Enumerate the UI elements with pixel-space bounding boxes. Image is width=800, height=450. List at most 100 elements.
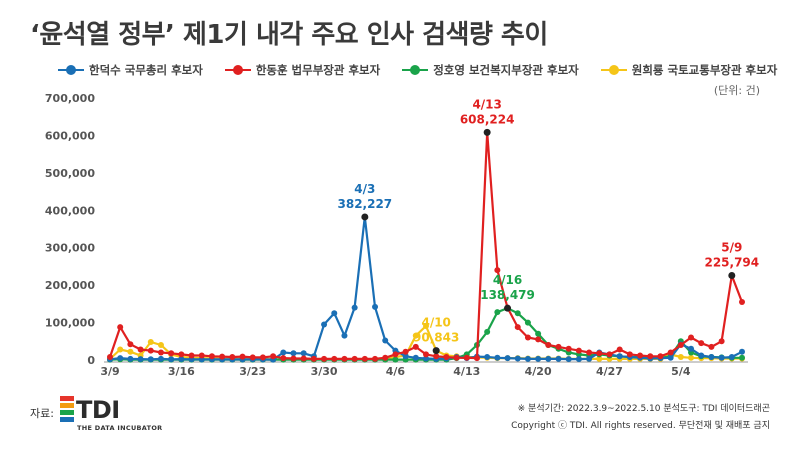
data-point xyxy=(137,346,144,353)
data-point xyxy=(739,348,745,355)
y-tick-label: 400,000 xyxy=(45,204,95,217)
data-point xyxy=(708,343,715,350)
annotation-value-label: 138,479 xyxy=(480,288,535,302)
line-chart: 0 100,000 200,000 300,000 400,000 500,000 600,… xyxy=(45,92,759,378)
data-point xyxy=(117,355,124,362)
annotation-date-label: 5/9 xyxy=(721,240,742,254)
data-point xyxy=(280,355,287,362)
data-point xyxy=(596,355,603,362)
legend-label: 한동훈 법무부장관 후보자 xyxy=(255,63,381,77)
data-point xyxy=(484,328,491,335)
data-point xyxy=(423,351,429,358)
data-point xyxy=(412,332,419,339)
data-point xyxy=(616,353,623,360)
data-point xyxy=(718,354,725,361)
data-point xyxy=(606,351,613,358)
data-point xyxy=(535,330,542,337)
unit-label: (단위: 건) xyxy=(713,84,760,97)
logo-tagline: THE DATA INCUBATOR xyxy=(77,424,163,432)
data-point xyxy=(453,354,460,361)
data-point xyxy=(107,354,113,361)
x-tick-label: 5/4 xyxy=(671,365,691,378)
data-point xyxy=(688,334,695,341)
data-point xyxy=(127,355,134,362)
data-point xyxy=(637,352,644,359)
data-point xyxy=(504,355,511,362)
copyright-note: Copyright ⓒ TDI. All rights reserved. 무단… xyxy=(511,421,770,431)
peak-marker xyxy=(483,128,491,136)
data-point xyxy=(157,355,164,362)
data-point xyxy=(739,354,745,361)
annotation-value-label: 608,224 xyxy=(460,112,515,126)
data-point xyxy=(300,350,307,357)
data-point xyxy=(331,355,338,362)
x-tick-label: 3/30 xyxy=(311,365,338,378)
data-point xyxy=(524,319,531,326)
data-point xyxy=(188,352,195,359)
x-tick-label: 4/13 xyxy=(453,365,480,378)
data-point xyxy=(361,355,368,362)
data-point xyxy=(688,345,695,352)
data-point xyxy=(718,338,725,345)
data-point xyxy=(310,355,317,362)
data-point xyxy=(535,336,542,343)
data-point xyxy=(147,347,154,354)
data-point xyxy=(117,324,124,331)
data-point xyxy=(698,352,705,359)
y-tick-label: 500,000 xyxy=(45,167,95,180)
data-point xyxy=(229,354,236,361)
data-point xyxy=(341,332,348,339)
legend-swatch xyxy=(600,65,627,75)
data-point xyxy=(412,354,419,361)
data-point xyxy=(392,356,399,363)
data-point xyxy=(157,349,164,356)
data-point xyxy=(127,341,134,348)
legend-item-han-duck-soo: 한덕수 국무총리 후보자 xyxy=(58,62,203,78)
x-tick-label: 3/9 xyxy=(100,365,119,378)
data-point xyxy=(545,342,552,349)
x-tick-label: 4/27 xyxy=(596,365,623,378)
data-point xyxy=(137,356,144,363)
peak-marker xyxy=(361,213,369,221)
data-point xyxy=(596,350,603,357)
data-point xyxy=(382,354,389,361)
annotation-value-label: 382,227 xyxy=(338,197,393,211)
peak-marker xyxy=(504,304,512,312)
legend-label: 정호영 보건복지부장관 후보자 xyxy=(433,63,579,77)
data-point xyxy=(168,356,175,363)
annotation-value-label: 225,794 xyxy=(704,255,759,269)
annotation-date-label: 4/10 xyxy=(421,316,450,330)
data-point xyxy=(667,349,674,356)
data-point xyxy=(575,347,582,354)
data-point xyxy=(239,353,246,360)
y-tick-label: 100,000 xyxy=(45,317,95,330)
x-tick-label: 3/23 xyxy=(239,365,266,378)
data-point xyxy=(586,349,593,356)
legend-label: 원희룡 국토교통부장관 후보자 xyxy=(631,63,778,77)
data-point xyxy=(555,355,562,362)
data-point xyxy=(300,355,307,362)
data-point xyxy=(494,354,501,361)
data-point xyxy=(565,345,572,352)
data-point xyxy=(728,354,735,361)
data-point xyxy=(259,354,266,361)
peak-marker xyxy=(728,271,736,279)
logo-name: TDI xyxy=(76,396,120,424)
legend-item-han-dong-hoon: 한동훈 법무부장관 후보자 xyxy=(224,62,381,78)
data-point xyxy=(514,310,521,317)
data-point xyxy=(249,354,256,361)
annotation-date-label: 4/16 xyxy=(493,273,522,287)
data-point xyxy=(423,322,429,329)
data-point xyxy=(739,298,745,305)
legend-swatch xyxy=(402,65,429,75)
x-tick-label: 3/16 xyxy=(168,365,195,378)
y-tick-label: 200,000 xyxy=(45,279,95,292)
legend-item-jung-ho-young: 정호영 보건복지부장관 후보자 xyxy=(402,62,579,78)
page-title: ‘윤석열 정부’ 제1기 내각 주요 인사 검색량 추이 xyxy=(30,20,548,50)
annotation-date-label: 4/13 xyxy=(472,97,501,111)
data-point xyxy=(514,324,521,331)
data-point xyxy=(147,339,154,346)
data-point xyxy=(463,354,470,361)
source-label: 자료: xyxy=(30,407,54,420)
y-tick-label: 300,000 xyxy=(45,242,95,255)
